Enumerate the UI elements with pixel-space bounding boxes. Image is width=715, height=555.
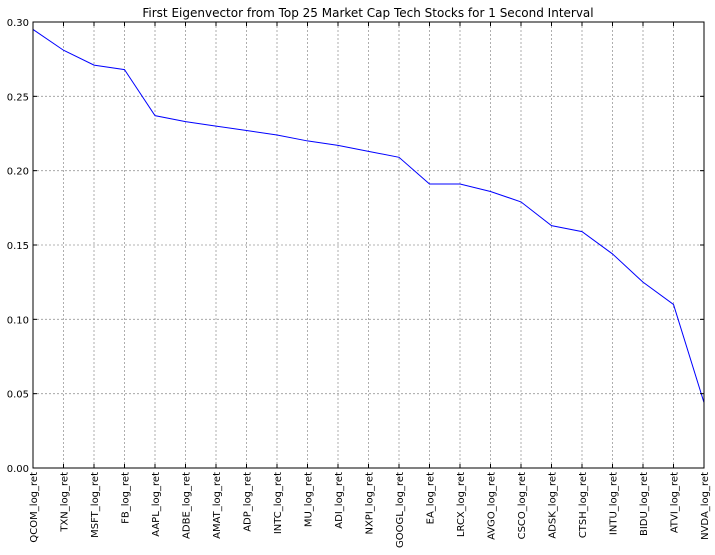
- x-tick-label: AVGO_log_ret: [487, 472, 498, 540]
- x-tick-label: INTU_log_ret: [609, 472, 620, 535]
- series-line: [32, 29, 705, 403]
- x-tick-label: AAPL_log_ret: [151, 472, 162, 537]
- chart-title: First Eigenvector from Top 25 Market Cap…: [142, 6, 593, 20]
- x-tick-label: CTSH_log_ret: [578, 472, 589, 538]
- x-tick-label: ADI_log_ret: [334, 472, 345, 529]
- x-tick-label: ATVI_log_ret: [670, 472, 681, 533]
- x-tick-label: EA_log_ret: [426, 472, 437, 524]
- y-tick-label: 0.10: [7, 315, 29, 326]
- y-axis-ticks: 0.00 0.05 0.10 0.15 0.20 0.25 0.30: [7, 18, 704, 475]
- x-tick-label: AMAT_log_ret: [212, 472, 223, 539]
- x-tick-label: CSCO_log_ret: [517, 472, 528, 539]
- x-tick-label: ADSK_log_ret: [548, 472, 559, 539]
- x-tick-label: GOOGL_log_ret: [395, 472, 406, 548]
- x-tick-label: QCOM_log_ret: [29, 472, 40, 543]
- x-tick-label: FB_log_ret: [121, 472, 132, 524]
- x-tick-label: MSFT_log_ret: [90, 472, 101, 538]
- x-tick-label: NXPI_log_ret: [365, 472, 376, 535]
- x-axis-ticks: QCOM_log_ret TXN_log_ret MSFT_log_ret FB_lo…: [29, 22, 711, 548]
- y-tick-label: 0.15: [7, 241, 29, 252]
- x-tick-label: ADBE_log_ret: [182, 472, 193, 539]
- grid-lines: [33, 22, 704, 468]
- x-tick-label: BIDU_log_ret: [639, 472, 650, 536]
- series-layer: [32, 29, 705, 403]
- x-tick-label: LRCX_log_ret: [456, 472, 467, 537]
- x-tick-label: MU_log_ret: [304, 472, 315, 527]
- y-tick-label: 0.00: [7, 464, 29, 475]
- y-tick-label: 0.30: [7, 18, 29, 29]
- y-tick-label: 0.25: [7, 92, 29, 103]
- x-tick-label: NVDA_log_ret: [700, 472, 711, 540]
- x-tick-label: ADP_log_ret: [243, 472, 254, 532]
- y-tick-label: 0.20: [7, 167, 29, 178]
- y-tick-label: 0.05: [7, 390, 29, 401]
- x-tick-label: INTC_log_ret: [273, 472, 284, 534]
- x-tick-label: TXN_log_ret: [60, 472, 71, 533]
